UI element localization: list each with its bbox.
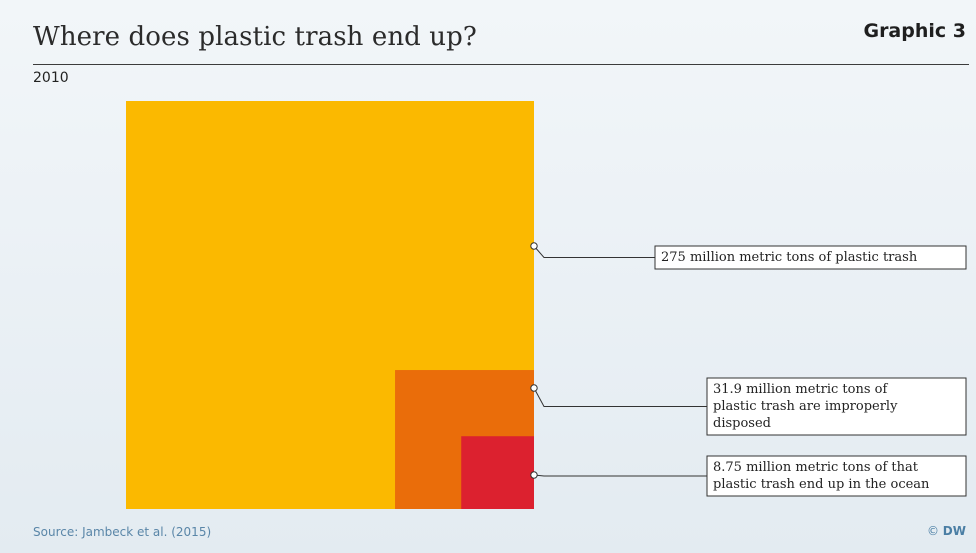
callout-ocean-dot xyxy=(530,471,538,479)
chart-title: Where does plastic trash end up? xyxy=(33,22,477,52)
chart-subtitle: 2010 xyxy=(33,70,69,86)
title-divider xyxy=(33,64,969,65)
source-note: Source: Jambeck et al. (2015) xyxy=(33,525,212,539)
callout-improperly-disposed-text-line: 31.9 million metric tons of xyxy=(713,382,888,397)
square-ocean xyxy=(461,436,534,509)
copyright-credit: © DW xyxy=(927,524,966,538)
callout-improperly-disposed-text-line: disposed xyxy=(713,416,771,431)
callout-total-trash-leader xyxy=(533,245,655,258)
callout-total-trash-box xyxy=(654,245,967,270)
callout-improperly-disposed-dot xyxy=(530,384,538,392)
callout-improperly-disposed-leader xyxy=(533,387,707,407)
callout-ocean-text-line: plastic trash end up in the ocean xyxy=(713,477,930,492)
callout-total-trash-dot xyxy=(530,242,538,250)
callout-ocean-leader xyxy=(533,474,707,477)
callout-improperly-disposed-box xyxy=(706,377,967,436)
callout-improperly-disposed: 31.9 million metric tons of plastic trash… xyxy=(530,377,967,436)
callout-total-trash-text-line: 275 million metric tons of plastic trash xyxy=(661,250,918,265)
callout-ocean: 8.75 million metric tons of that plastic … xyxy=(530,455,967,497)
callout-ocean-box xyxy=(706,455,967,497)
callout-ocean-text-line: 8.75 million metric tons of that xyxy=(713,460,919,475)
graphic-label: Graphic 3 xyxy=(863,20,966,42)
brand-name: DW xyxy=(942,524,966,538)
copyright-symbol: © xyxy=(926,524,939,538)
callout-improperly-disposed-text-line: plastic trash are improperly xyxy=(713,399,898,414)
callout-total-trash: 275 million metric tons of plastic trash xyxy=(530,242,967,270)
